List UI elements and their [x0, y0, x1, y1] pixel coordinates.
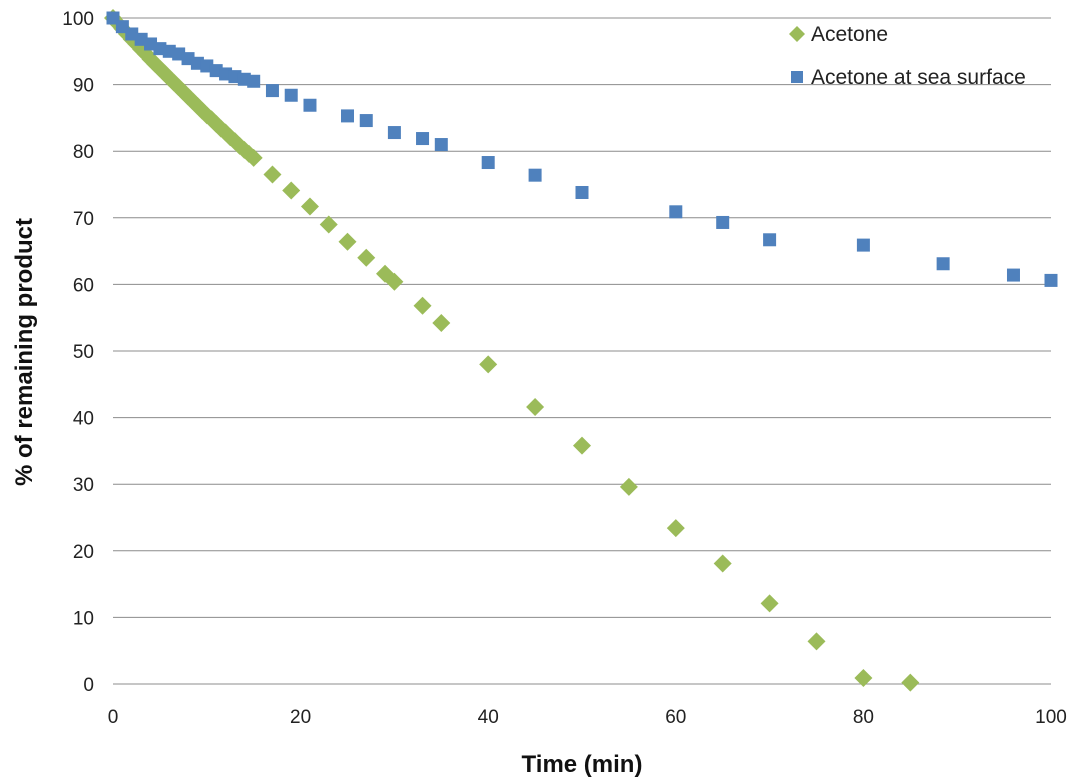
gridlines	[113, 18, 1051, 684]
diamond-point	[282, 181, 300, 199]
diamond-point	[479, 355, 497, 373]
square-point	[416, 132, 429, 145]
y-tick-label: 50	[73, 342, 94, 363]
y-tick-label: 80	[73, 142, 94, 163]
diamond-point	[761, 594, 779, 612]
x-tick-label: 80	[853, 707, 874, 728]
diamond-point	[573, 437, 591, 455]
x-tick-label: 0	[108, 707, 119, 728]
square-point	[529, 169, 542, 182]
diamond-point	[620, 478, 638, 496]
y-tick-label: 40	[73, 409, 94, 430]
square-point	[435, 138, 448, 151]
legend-label: Acetone at sea surface	[811, 66, 1026, 89]
square-point	[1007, 269, 1020, 282]
diamond-point	[432, 314, 450, 332]
legend: Acetone Acetone at sea surface	[789, 23, 1026, 89]
diamond-point	[339, 233, 357, 251]
y-axis-title: % of remaining product	[11, 218, 38, 486]
square-point	[669, 205, 682, 218]
square-point	[341, 109, 354, 122]
legend-item-1: Acetone at sea surface	[791, 66, 1026, 89]
diamond-point	[526, 398, 544, 416]
y-axis-ticks: 0 10 20 30 40 50 60 70 80 90 100	[62, 9, 94, 696]
square-point	[937, 257, 950, 270]
square-point	[857, 239, 870, 252]
y-tick-label: 20	[73, 542, 94, 563]
y-tick-label: 60	[73, 275, 94, 296]
square-point	[388, 126, 401, 139]
series-0	[104, 9, 919, 692]
diamond-point	[808, 632, 826, 650]
square-point	[303, 99, 316, 112]
square-point	[716, 216, 729, 229]
diamond-point	[357, 249, 375, 267]
legend-label: Acetone	[811, 23, 888, 46]
legend-diamond-icon	[789, 26, 805, 42]
y-tick-label: 30	[73, 475, 94, 496]
legend-square-icon	[791, 71, 803, 83]
diamond-point	[714, 554, 732, 572]
legend-item-0: Acetone	[789, 23, 888, 46]
square-point	[763, 233, 776, 246]
y-tick-label: 0	[83, 675, 94, 696]
diamond-point	[301, 197, 319, 215]
y-tick-label: 10	[73, 608, 94, 629]
x-tick-label: 60	[665, 707, 686, 728]
diamond-point	[901, 674, 919, 692]
square-point	[360, 114, 373, 127]
x-tick-label: 40	[478, 707, 499, 728]
data-points	[104, 9, 1058, 692]
square-point	[266, 84, 279, 97]
diamond-point	[263, 166, 281, 184]
diamond-point	[414, 297, 432, 315]
diamond-point	[667, 519, 685, 537]
x-tick-label: 100	[1035, 707, 1067, 728]
x-tick-label: 20	[290, 707, 311, 728]
y-tick-label: 100	[62, 9, 94, 30]
x-axis-title: Time (min)	[522, 751, 643, 778]
y-tick-label: 70	[73, 209, 94, 230]
x-axis-ticks: 0 20 40 60 80 100	[108, 707, 1067, 728]
square-point	[1045, 274, 1058, 287]
square-point	[247, 75, 260, 88]
square-point	[482, 156, 495, 169]
y-tick-label: 90	[73, 76, 94, 97]
square-point	[285, 89, 298, 102]
square-point	[576, 186, 589, 199]
